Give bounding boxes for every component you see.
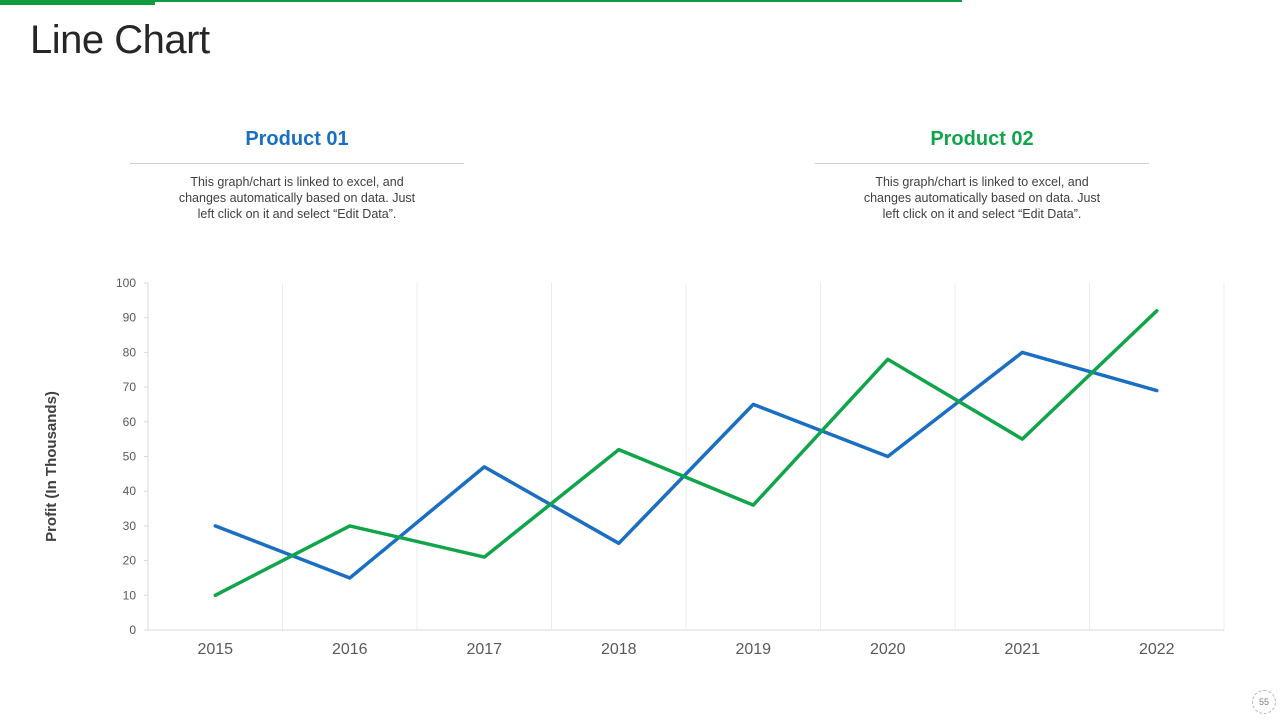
y-tick-label: 60 <box>123 415 137 429</box>
y-axis-label: Profit (In Thousands) <box>43 391 60 542</box>
product-01-block: Product 01 This graph/chart is linked to… <box>130 128 464 222</box>
series-line-1 <box>213 350 1159 580</box>
y-tick-label: 0 <box>129 623 136 637</box>
x-tick-label: 2022 <box>1139 641 1175 658</box>
page-number: 55 <box>1252 690 1276 714</box>
x-tick-label: 2021 <box>1004 641 1040 658</box>
product-02-block: Product 02 This graph/chart is linked to… <box>815 128 1149 222</box>
x-tick-label: 2017 <box>466 641 502 658</box>
y-tick-label: 30 <box>123 519 137 533</box>
x-tick-label: 2016 <box>332 641 368 658</box>
y-tick-label: 50 <box>123 450 137 464</box>
x-tick-label: 2019 <box>735 641 771 658</box>
x-tick-label: 2020 <box>870 641 906 658</box>
product-02-description: This graph/chart is linked to excel, and… <box>863 175 1101 221</box>
y-tick-label: 90 <box>123 311 137 325</box>
y-tick-label: 20 <box>123 554 137 568</box>
y-tick-label: 80 <box>123 345 137 359</box>
slide-title: Line Chart <box>30 18 210 62</box>
y-tick-label: 10 <box>123 588 137 602</box>
x-tick-label: 2018 <box>601 641 637 658</box>
top-accent-bar <box>0 0 155 5</box>
y-tick-label: 40 <box>123 484 137 498</box>
product-01-heading: Product 01 <box>130 128 464 164</box>
series-line-2 <box>213 309 1159 598</box>
y-tick-label: 70 <box>123 380 137 394</box>
product-01-description: This graph/chart is linked to excel, and… <box>178 175 416 221</box>
product-02-heading: Product 02 <box>815 128 1149 164</box>
y-tick-label: 100 <box>116 276 136 290</box>
top-accent-line <box>0 0 962 2</box>
x-tick-label: 2015 <box>197 641 233 658</box>
